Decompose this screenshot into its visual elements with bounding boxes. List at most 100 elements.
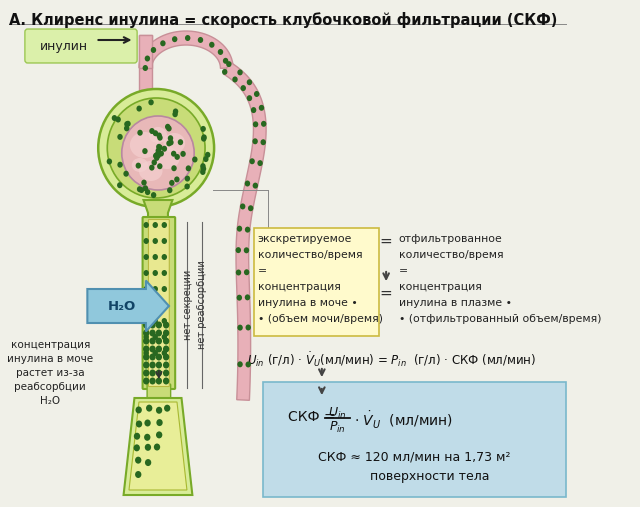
Polygon shape — [139, 31, 233, 68]
Circle shape — [146, 405, 152, 412]
Circle shape — [156, 378, 162, 384]
Circle shape — [156, 338, 162, 344]
Polygon shape — [129, 402, 187, 490]
Text: А. Клиренс инулина = скорость клубочковой фильтрации (СКФ): А. Клиренс инулина = скорость клубочково… — [10, 12, 558, 28]
Circle shape — [246, 324, 251, 331]
Circle shape — [143, 338, 149, 344]
Text: количество/время: количество/время — [257, 250, 362, 260]
Circle shape — [136, 420, 142, 427]
Circle shape — [149, 345, 156, 352]
Circle shape — [241, 85, 246, 91]
Circle shape — [143, 378, 149, 384]
Circle shape — [162, 146, 167, 152]
Circle shape — [153, 130, 158, 136]
Circle shape — [237, 324, 243, 331]
Circle shape — [154, 153, 159, 159]
Circle shape — [171, 151, 177, 157]
Circle shape — [244, 247, 249, 254]
Text: концентрация
инулина в моче
растет из-за
реабсорбции
H₂O: концентрация инулина в моче растет из-за… — [7, 340, 93, 406]
Circle shape — [161, 318, 167, 324]
Circle shape — [163, 338, 170, 344]
Circle shape — [156, 431, 163, 439]
Circle shape — [145, 189, 150, 195]
Circle shape — [172, 111, 178, 117]
Circle shape — [254, 91, 259, 97]
Ellipse shape — [108, 98, 205, 198]
Circle shape — [257, 160, 263, 166]
Ellipse shape — [122, 116, 194, 190]
Circle shape — [156, 353, 162, 360]
Circle shape — [161, 350, 167, 356]
Circle shape — [154, 152, 160, 158]
Circle shape — [143, 330, 149, 337]
Circle shape — [172, 36, 177, 42]
Circle shape — [259, 105, 264, 111]
Circle shape — [185, 175, 190, 182]
Ellipse shape — [98, 89, 214, 207]
Circle shape — [143, 222, 149, 228]
Circle shape — [149, 378, 156, 384]
Circle shape — [246, 361, 251, 368]
Text: H₂O: H₂O — [108, 300, 136, 312]
Circle shape — [154, 155, 159, 161]
FancyBboxPatch shape — [143, 217, 175, 389]
Circle shape — [202, 134, 207, 140]
Circle shape — [169, 180, 175, 186]
Circle shape — [154, 444, 160, 451]
Circle shape — [172, 165, 177, 171]
FancyBboxPatch shape — [254, 228, 379, 336]
Circle shape — [156, 370, 162, 377]
Circle shape — [175, 154, 180, 160]
Circle shape — [143, 254, 149, 260]
Circle shape — [143, 370, 149, 377]
Circle shape — [251, 107, 257, 113]
Circle shape — [168, 135, 173, 141]
Ellipse shape — [132, 158, 148, 172]
Circle shape — [248, 205, 253, 211]
Circle shape — [156, 132, 162, 138]
Circle shape — [149, 338, 156, 344]
Text: концентрация: концентрация — [257, 282, 340, 292]
Circle shape — [185, 35, 190, 41]
Circle shape — [124, 125, 129, 131]
Circle shape — [253, 121, 259, 127]
Circle shape — [161, 270, 167, 276]
Circle shape — [160, 41, 166, 46]
Circle shape — [145, 444, 151, 451]
Circle shape — [135, 457, 141, 464]
Text: СКФ ≈ 120 мл/мин на 1,73 м²
        поверхности тела: СКФ ≈ 120 мл/мин на 1,73 м² поверхности … — [318, 450, 511, 483]
Circle shape — [244, 180, 250, 187]
Circle shape — [143, 185, 148, 191]
Circle shape — [149, 321, 156, 329]
Circle shape — [167, 187, 172, 193]
Ellipse shape — [149, 127, 167, 143]
Circle shape — [156, 407, 163, 414]
Circle shape — [143, 334, 149, 340]
Circle shape — [260, 139, 266, 145]
Circle shape — [156, 419, 163, 426]
Circle shape — [152, 254, 158, 260]
Circle shape — [186, 165, 191, 171]
Circle shape — [157, 135, 163, 140]
Circle shape — [247, 95, 252, 101]
Circle shape — [237, 361, 243, 367]
Circle shape — [149, 165, 154, 171]
Circle shape — [261, 121, 266, 127]
Circle shape — [163, 370, 170, 377]
Circle shape — [192, 157, 198, 162]
Ellipse shape — [139, 161, 163, 181]
Circle shape — [163, 321, 170, 329]
Circle shape — [148, 99, 154, 105]
Text: экскретируемое: экскретируемое — [257, 234, 352, 244]
Circle shape — [136, 163, 141, 169]
Circle shape — [173, 108, 179, 115]
Circle shape — [117, 162, 123, 168]
Circle shape — [143, 350, 149, 356]
Text: · $\dot{V}_U$  (мл/мин): · $\dot{V}_U$ (мл/мин) — [353, 410, 452, 431]
Circle shape — [149, 370, 156, 377]
Circle shape — [149, 330, 156, 337]
FancyBboxPatch shape — [148, 220, 170, 386]
FancyBboxPatch shape — [25, 29, 137, 63]
Circle shape — [161, 254, 167, 260]
Text: $P_{in}$: $P_{in}$ — [329, 420, 346, 435]
